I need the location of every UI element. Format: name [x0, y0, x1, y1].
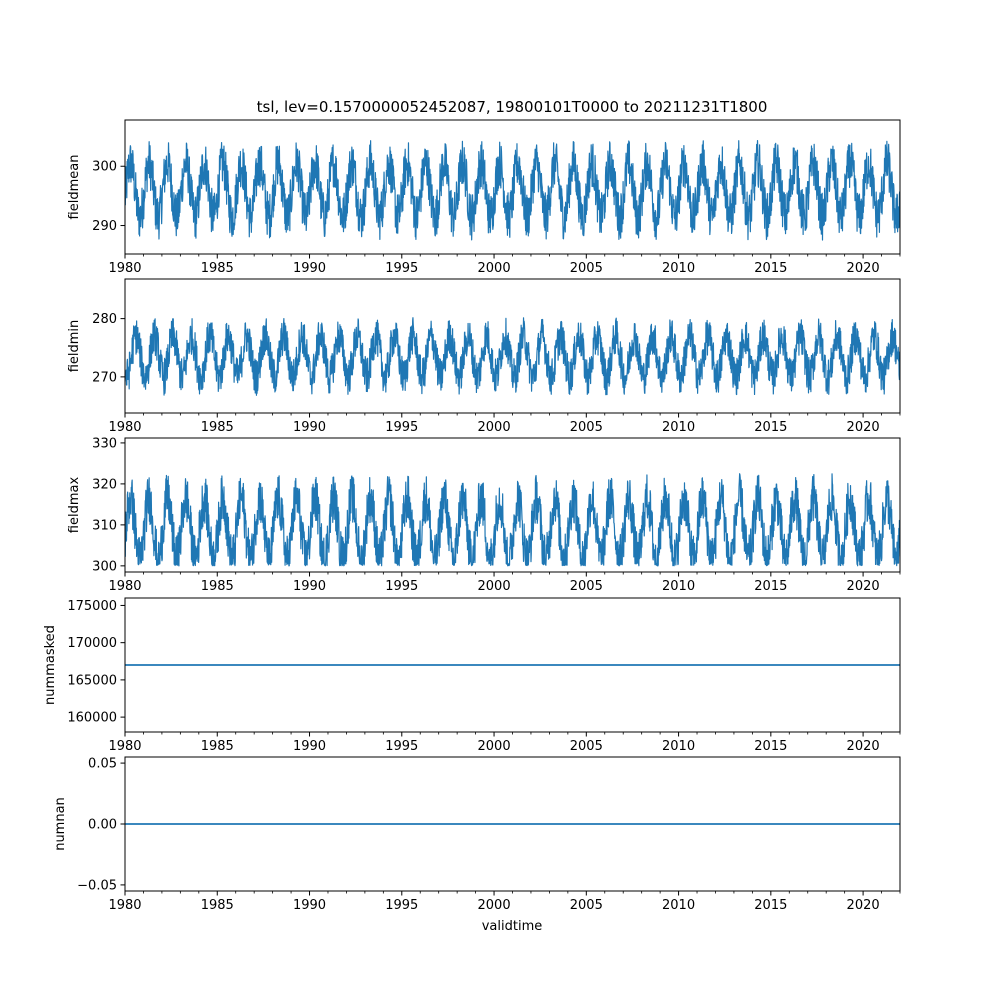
- x-tick-label: 1990: [293, 739, 326, 754]
- y-tick-label: 160000: [67, 711, 117, 726]
- y-tick-label: 165000: [67, 673, 117, 688]
- x-tick-label: 1995: [385, 739, 418, 754]
- y-tick-label: 330: [92, 436, 117, 451]
- x-tick-label: 2010: [662, 420, 695, 435]
- y-axis-label-nummasked: nummasked: [43, 625, 58, 705]
- x-tick-label: 2010: [662, 739, 695, 754]
- x-tick-label: 2020: [847, 739, 880, 754]
- y-tick-label: 270: [92, 370, 117, 385]
- subplot-nummasked: 1980 1985 1990 1995 2000 2005 2010 2015 2020 1600…: [43, 597, 901, 754]
- x-tick-label: 2010: [662, 261, 695, 276]
- x-tick-label: 1990: [293, 261, 326, 276]
- x-tick-label: 2000: [478, 739, 511, 754]
- y-tick-label: 170000: [67, 636, 117, 651]
- series-line-fieldmean: [125, 139, 900, 241]
- y-tick-label: 290: [92, 219, 117, 234]
- y-tick-label: 0.00: [88, 818, 117, 833]
- x-tick-label: 2015: [754, 898, 787, 913]
- x-tick-label: 2010: [662, 579, 695, 594]
- subplots: 1980 1985 1990 1995 2000 2005 2010 2015 2020 290 3…: [43, 119, 901, 913]
- series-line-fieldmin: [125, 317, 900, 396]
- x-tick-label: 2000: [478, 579, 511, 594]
- y-tick-label: 310: [92, 518, 117, 533]
- x-tick-label: 1980: [108, 898, 141, 913]
- y-tick-label: 175000: [67, 599, 117, 614]
- x-tick-label: 1995: [385, 579, 418, 594]
- x-tick-label: 2005: [570, 898, 603, 913]
- x-tick-label: 2015: [754, 579, 787, 594]
- x-axis-label: validtime: [482, 919, 543, 934]
- x-tick-label: 1995: [385, 898, 418, 913]
- y-tick-label: 0.05: [88, 757, 117, 772]
- x-tick-label: 2005: [570, 579, 603, 594]
- x-tick-label: 1985: [201, 261, 234, 276]
- subplot-fieldmax: 1980 1985 1990 1995 2000 2005 2010 2015 2020 300 3…: [67, 436, 901, 594]
- x-tick-label: 1980: [108, 420, 141, 435]
- x-tick-label: 2015: [754, 261, 787, 276]
- x-tick-label: 2000: [478, 898, 511, 913]
- x-tick-label: 2015: [754, 420, 787, 435]
- x-tick-label: 2015: [754, 739, 787, 754]
- y-tick-label: 300: [92, 559, 117, 574]
- x-tick-label: 2000: [478, 420, 511, 435]
- x-tick-label: 2000: [478, 261, 511, 276]
- x-tick-label: 1980: [108, 739, 141, 754]
- x-tick-label: 2005: [570, 420, 603, 435]
- x-tick-label: 1985: [201, 898, 234, 913]
- x-tick-label: 1990: [293, 898, 326, 913]
- x-tick-label: 1990: [293, 579, 326, 594]
- x-tick-label: 1990: [293, 420, 326, 435]
- y-tick-label: 320: [92, 477, 117, 492]
- subplot-fieldmin: 1980 1985 1990 1995 2000 2005 2010 2015 2020 270 2…: [67, 278, 901, 435]
- y-axis-label-fieldmax: fieldmax: [67, 477, 82, 534]
- series-line-fieldmax: [125, 473, 900, 567]
- x-tick-label: 2005: [570, 739, 603, 754]
- x-tick-label: 2020: [847, 420, 880, 435]
- x-tick-label: 2005: [570, 261, 603, 276]
- x-tick-label: 2020: [847, 898, 880, 913]
- y-axis-label-fieldmean: fieldmean: [67, 155, 82, 220]
- y-axis-label-numnan: numnan: [53, 797, 68, 851]
- x-tick-label: 1985: [201, 739, 234, 754]
- x-tick-label: 1980: [108, 261, 141, 276]
- x-tick-label: 1995: [385, 261, 418, 276]
- x-tick-label: 1980: [108, 579, 141, 594]
- x-tick-label: 2020: [847, 579, 880, 594]
- x-tick-label: 1985: [201, 420, 234, 435]
- x-tick-label: 2010: [662, 898, 695, 913]
- x-tick-label: 2020: [847, 261, 880, 276]
- x-tick-label: 1995: [385, 420, 418, 435]
- y-axis-label-fieldmin: fieldmin: [67, 320, 82, 373]
- x-tick-label: 1985: [201, 579, 234, 594]
- y-tick-label: −0.05: [77, 878, 117, 893]
- subplot-fieldmean: 1980 1985 1990 1995 2000 2005 2010 2015 2020 290 3…: [67, 119, 901, 276]
- y-tick-label: 300: [92, 160, 117, 175]
- y-tick-label: 280: [92, 312, 117, 327]
- chart-title: tsl, lev=0.1570000052452087, 19800101T00…: [257, 98, 768, 116]
- subplot-numnan: 1980 1985 1990 1995 2000 2005 2010 2015 2020 −0.0…: [53, 756, 901, 913]
